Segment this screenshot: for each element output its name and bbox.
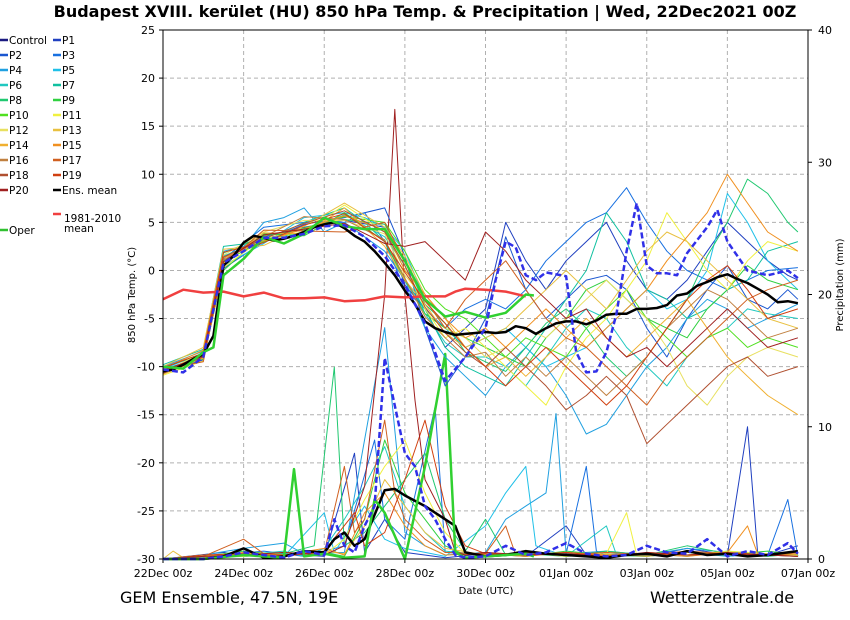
legend-item-oper-label: Oper: [9, 225, 35, 237]
legend: Control P1 P2 P3 P4 P5 P6 P7 P8 P9 P10 P11 P12 P13 P14…: [0, 35, 121, 237]
y-left-tick-label: 10: [141, 168, 155, 181]
temp-line-p19: [162, 213, 799, 406]
precip-line-p6: [162, 446, 798, 560]
x-tick-label: 30Dec 00z: [456, 567, 515, 580]
x-tick-label: 22Dec 00z: [134, 567, 193, 580]
y-left-tick-label: 0: [148, 264, 155, 277]
y-left-tick-label: 20: [141, 72, 155, 85]
temp-line-control: [162, 201, 799, 383]
legend-item-p6-label: P6: [9, 80, 22, 92]
precip-line-p1: [162, 426, 799, 560]
legend-item-p7-label: P7: [62, 80, 75, 92]
y-right-tick-label: 40: [818, 24, 832, 37]
legend-item-p13-label: P13: [62, 125, 82, 137]
x-tick-label: 05Jan 00z: [700, 567, 754, 580]
y-left-tick-label: 15: [141, 120, 155, 133]
legend-item-p18-label: P18: [9, 170, 29, 182]
temp-line-p15: [162, 173, 799, 370]
y-left-tick-label: -5: [144, 313, 155, 326]
precip-line-p5: [162, 465, 798, 560]
plot-frame: [162, 29, 809, 560]
precip-line-p9: [162, 439, 798, 560]
x-tick-label: 01Jan 00z: [539, 567, 593, 580]
temp-line-1981-2010-mean: [162, 287, 527, 303]
temp-line-p12: [162, 219, 799, 406]
chart-title: Budapest XVIII. kerület (HU) 850 hPa Tem…: [54, 2, 797, 22]
x-tick-label: 26Dec 00z: [295, 567, 354, 580]
legend-item-p11-label: P11: [62, 110, 82, 122]
y-left-tick-label: -25: [137, 505, 155, 518]
precip-line-p11: [162, 439, 798, 560]
legend-item-control-label: Control: [9, 35, 47, 47]
legend-item-p5-label: P5: [62, 65, 75, 77]
y-right-tick-label: 10: [818, 421, 832, 434]
legend-item-p3-label: P3: [62, 50, 75, 62]
legend-item-climatology-label: 1981-2010 mean: [64, 213, 121, 235]
y-left-tick-label: 5: [148, 216, 155, 229]
temp-line-p16: [162, 216, 799, 396]
y-left-tick-label: -20: [137, 457, 155, 470]
legend-item-p20-label: P20: [9, 185, 29, 197]
y-right-axis-label: Precipitation (mm): [835, 238, 846, 331]
legend-item-p17-label: P17: [62, 155, 82, 167]
legend-item-ens-mean-label: Ens. mean: [62, 185, 117, 197]
legend-item-p19-label: P19: [62, 170, 82, 182]
legend-item-p8-label: P8: [9, 95, 22, 107]
legend-item-p2-label: P2: [9, 50, 22, 62]
legend-item-p12-label: P12: [9, 125, 29, 137]
precip-line-p13: [162, 479, 798, 560]
x-tick-label: 07Jan 00z: [781, 567, 835, 580]
legend-item-p10-label: P10: [9, 110, 29, 122]
legend-climatology-line1: 1981-2010: [64, 213, 121, 225]
legend-item-p4-label: P4: [9, 65, 22, 77]
x-axis-label: Date (UTC): [459, 586, 514, 597]
precip-line-p20: [162, 108, 798, 560]
x-tick-label: 24Dec 00z: [214, 567, 273, 580]
legend-climatology-line2: mean: [64, 223, 94, 235]
precip-line-p17: [162, 419, 798, 560]
y-left-tick-label: -30: [137, 553, 155, 566]
legend-item-p14-label: P14: [9, 140, 29, 152]
y-left-axis-label: 850 hPa Temp. (°C): [127, 247, 138, 343]
footer-model-label: GEM Ensemble, 47.5N, 19E: [120, 588, 339, 607]
x-tick-label: 03Jan 00z: [620, 567, 674, 580]
footer-source-label: Wetterzentrale.de: [650, 588, 795, 607]
legend-item-p15-label: P15: [62, 140, 82, 152]
legend-item-p1-label: P1: [62, 35, 75, 47]
series-group: [162, 108, 799, 561]
x-tick-label: 28Dec 00z: [376, 567, 435, 580]
temp-line-p17: [162, 221, 799, 406]
y-right-tick-label: 20: [818, 289, 832, 302]
y-right-tick-label: 30: [818, 156, 832, 169]
precip-line-p3: [162, 406, 799, 560]
legend-item-p16-label: P16: [9, 155, 29, 167]
y-left-tick-label: -15: [137, 409, 155, 422]
precip-line-p19: [162, 419, 798, 560]
precip-line-control: [163, 356, 799, 561]
y-left-tick-label: 25: [141, 24, 155, 37]
y-right-tick-label: 0: [818, 553, 825, 566]
temp-line-p13: [162, 202, 799, 368]
y-left-tick-label: -10: [137, 361, 155, 374]
legend-item-p9-label: P9: [62, 95, 75, 107]
